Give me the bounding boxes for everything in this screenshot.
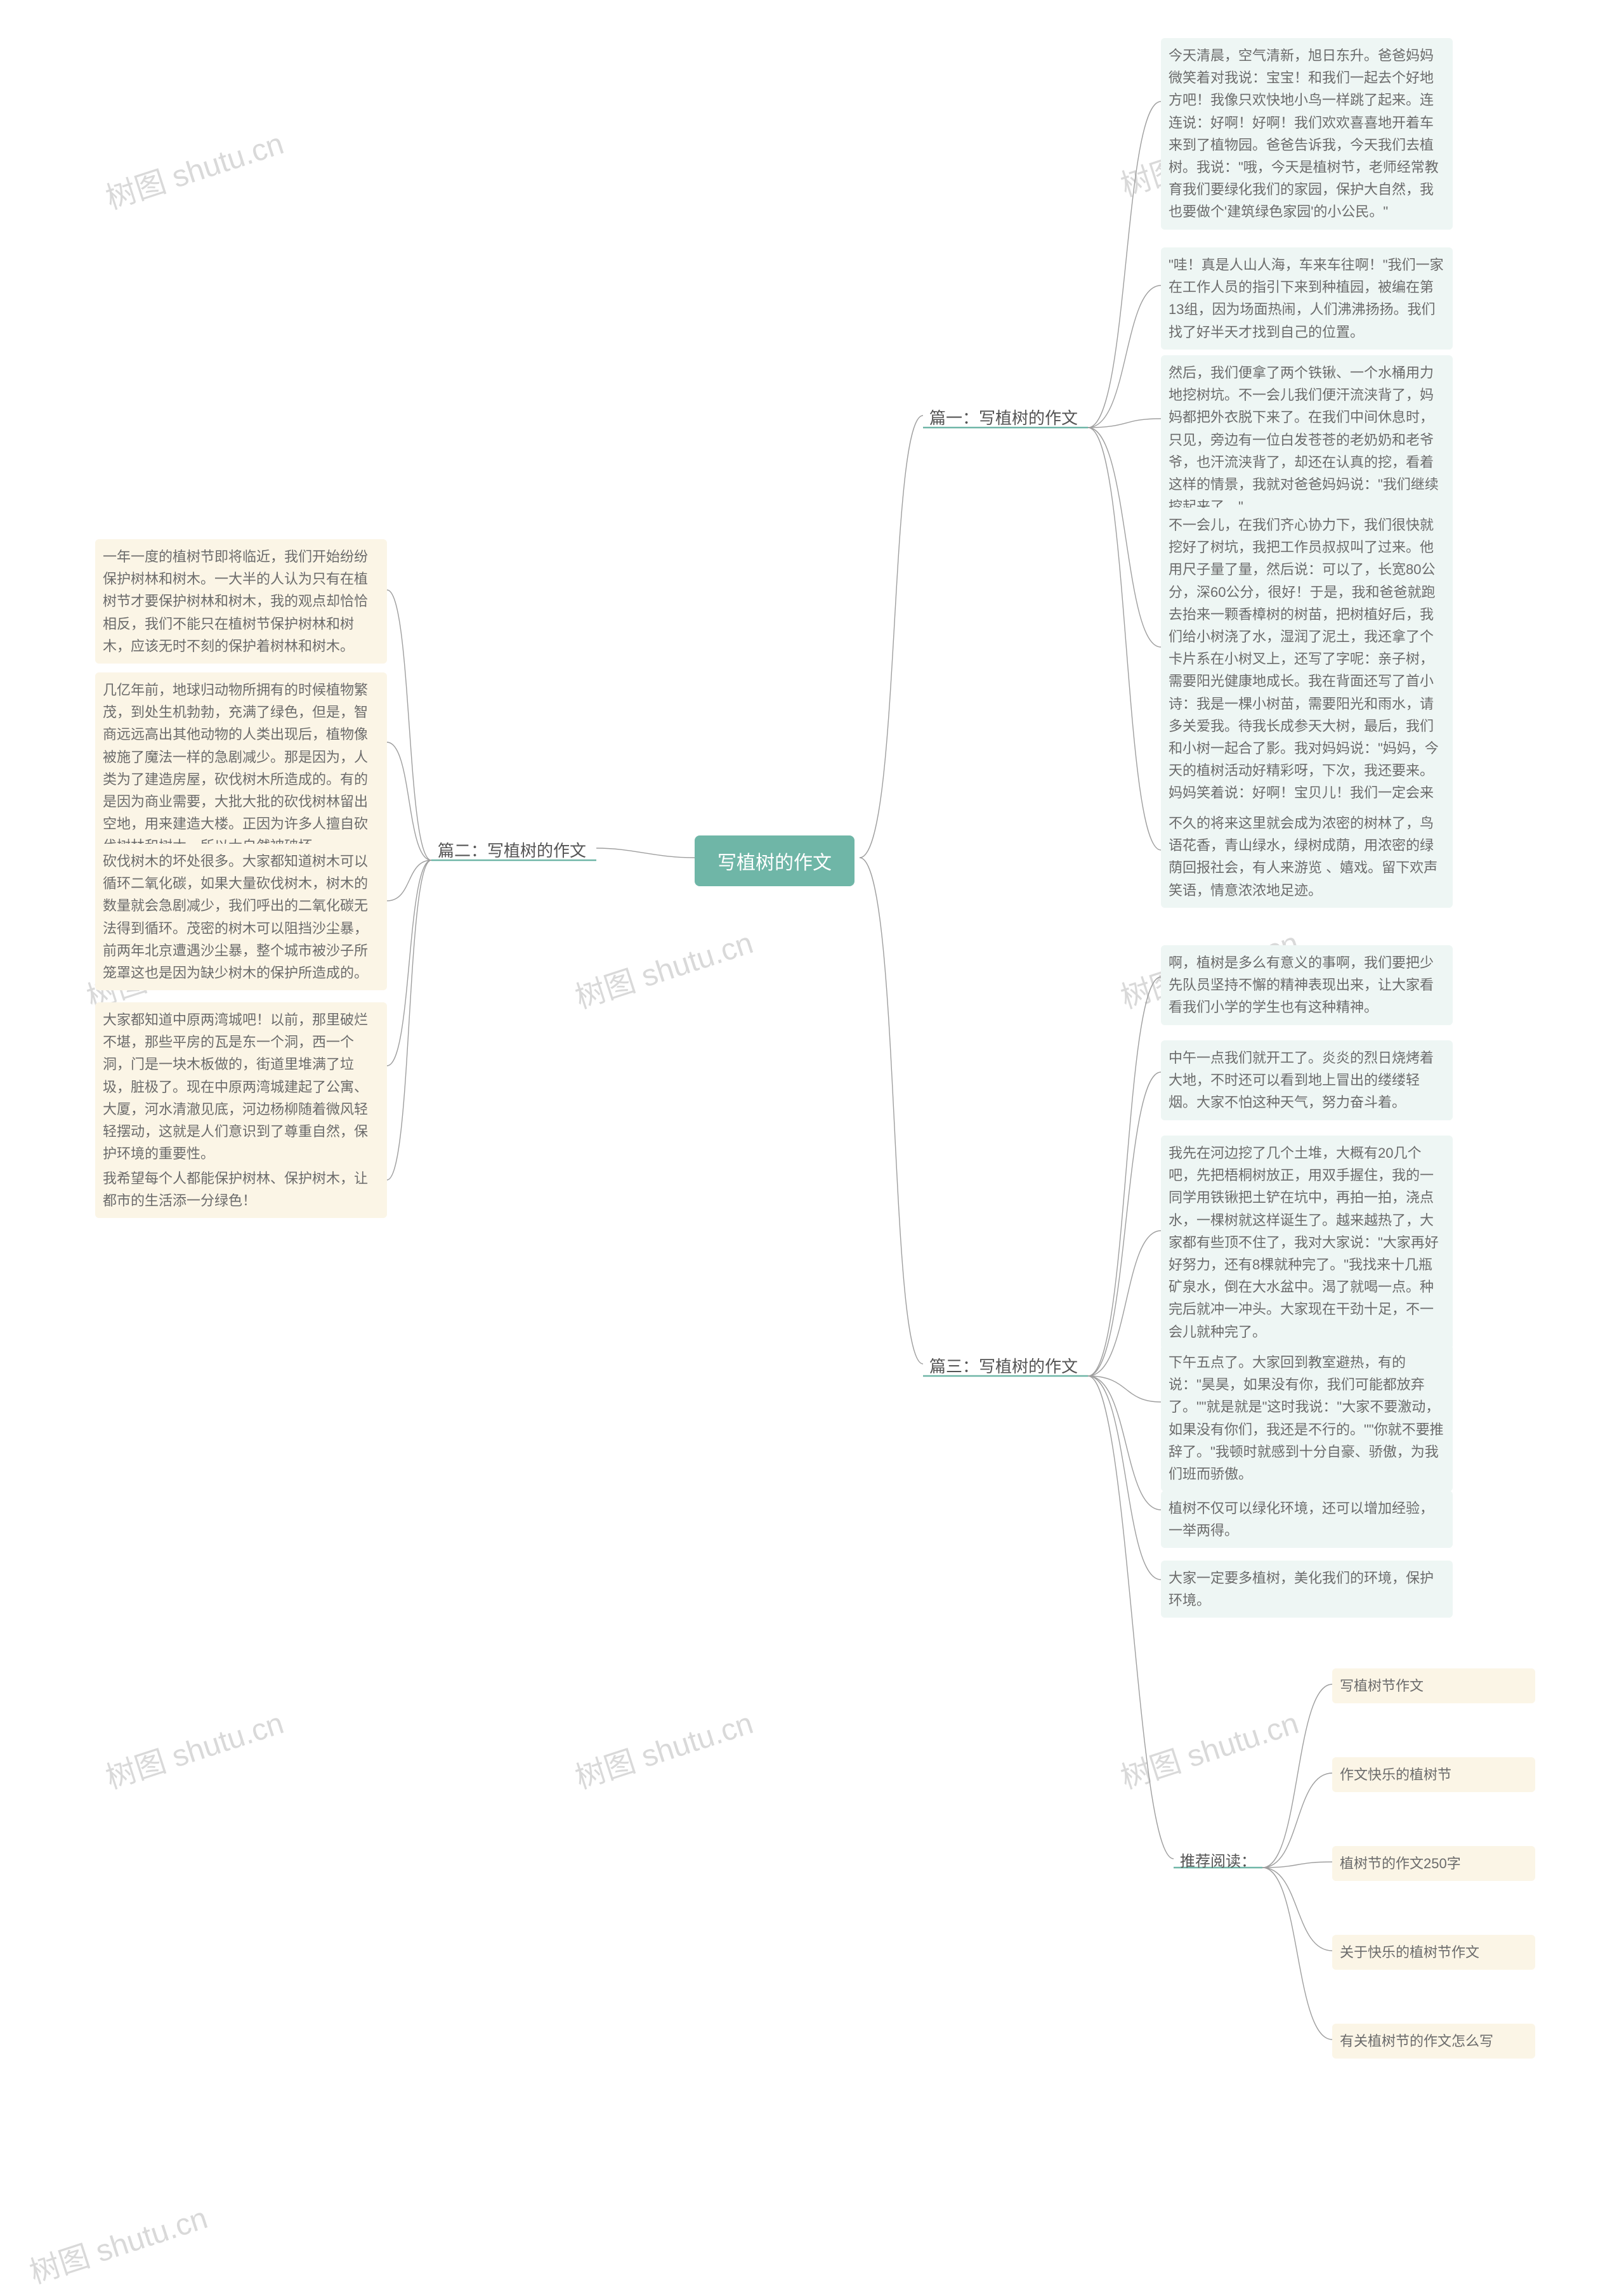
watermark: 树图 shutu.cn	[568, 918, 757, 1017]
branch-1-leaf[interactable]: 不久的将来这里就会成为浓密的树林了，鸟语花香，青山绿水，绿树成荫，用浓密的绿荫回…	[1161, 806, 1453, 908]
leaf-text: 几亿年前，地球归动物所拥有的时候植物繁茂，到处生机勃勃，充满了绿色，但是，智商远…	[103, 679, 379, 858]
branch-3-leaf[interactable]: 我先在河边挖了几个土堆，大概有20几个吧，先把梧桐树放正，用双手握住，我的一同学…	[1161, 1136, 1453, 1349]
leaf-text: 今天清晨，空气清新，旭日东升。爸爸妈妈微笑着对我说：宝宝！和我们一起去个好地方吧…	[1169, 44, 1445, 223]
branch-1[interactable]: 篇一：写植树的作文	[923, 403, 1084, 431]
leaf-text: 我希望每个人都能保护树林、保护树木，让都市的生活添一分绿色！	[103, 1167, 379, 1212]
branch-1-leaf[interactable]: 不一会儿，在我们齐心协力下，我们很快就挖好了树坑，我把工作员叔叔叫了过来。他用尺…	[1161, 508, 1453, 833]
branch-1-leaf[interactable]: "哇！真是人山人海，车来车往啊！"我们一家在工作人员的指引下来到种植园，被编在第…	[1161, 247, 1453, 350]
leaf-text: 然后，我们便拿了两个铁锹、一个水桶用力地挖树坑。不一会儿我们便汗流浃背了，妈妈都…	[1169, 362, 1445, 518]
leaf-text: 植树不仅可以绿化环境，还可以增加经验，一举两得。	[1169, 1497, 1445, 1542]
leaf-text: 中午一点我们就开工了。炎炎的烈日烧烤着大地，不时还可以看到地上冒出的缕缕轻烟。大…	[1169, 1047, 1445, 1114]
leaf-text: 大家都知道中原两湾城吧！以前，那里破烂不堪，那些平房的瓦是东一个洞，西一个洞，门…	[103, 1009, 379, 1165]
leaf-text: 大家一定要多植树，美化我们的环境，保护环境。	[1169, 1567, 1445, 1611]
branch-2[interactable]: 篇二：写植树的作文	[431, 835, 593, 864]
branch-2-leaf[interactable]: 大家都知道中原两湾城吧！以前，那里破烂不堪，那些平房的瓦是东一个洞，西一个洞，门…	[95, 1002, 387, 1171]
watermark: 树图 shutu.cn	[568, 1698, 757, 1797]
branch-3-sub[interactable]: 推荐阅读：	[1174, 1846, 1262, 1873]
leaf-text: 啊，植树是多么有意义的事啊，我们要把少先队员坚持不懈的精神表现出来，让大家看看我…	[1169, 952, 1445, 1019]
branch-2-leaf[interactable]: 一年一度的植树节即将临近，我们开始纷纷保护树林和树木。一大半的人认为只有在植树节…	[95, 539, 387, 664]
branch-2-leaf[interactable]: 几亿年前，地球归动物所拥有的时候植物繁茂，到处生机勃勃，充满了绿色，但是，智商远…	[95, 672, 387, 864]
leaf-text: 不久的将来这里就会成为浓密的树林了，鸟语花香，青山绿水，绿树成荫，用浓密的绿荫回…	[1169, 812, 1445, 901]
leaf-text: 写植树节作文	[1340, 1675, 1528, 1697]
branch-1-leaf[interactable]: 然后，我们便拿了两个铁锹、一个水桶用力地挖树坑。不一会儿我们便汗流浃背了，妈妈都…	[1161, 355, 1453, 524]
watermark: 树图 shutu.cn	[1114, 1698, 1303, 1797]
leaf-text: 作文快乐的植树节	[1340, 1764, 1528, 1786]
branch-1-leaf[interactable]: 今天清晨，空气清新，旭日东升。爸爸妈妈微笑着对我说：宝宝！和我们一起去个好地方吧…	[1161, 38, 1453, 230]
recommended-item[interactable]: 作文快乐的植树节	[1332, 1757, 1535, 1792]
leaf-text: 我先在河边挖了几个土堆，大概有20几个吧，先把梧桐树放正，用双手握住，我的一同学…	[1169, 1142, 1445, 1343]
recommended-item[interactable]: 关于快乐的植树节作文	[1332, 1935, 1535, 1970]
watermark: 树图 shutu.cn	[99, 119, 288, 218]
leaf-text: "哇！真是人山人海，车来车往啊！"我们一家在工作人员的指引下来到种植园，被编在第…	[1169, 254, 1445, 343]
watermark: 树图 shutu.cn	[99, 1698, 288, 1797]
branch-3-leaf[interactable]: 大家一定要多植树，美化我们的环境，保护环境。	[1161, 1561, 1453, 1618]
watermark: 树图 shutu.cn	[23, 2193, 212, 2292]
branch-2-leaf[interactable]: 砍伐树木的坏处很多。大家都知道树木可以循环二氧化碳，如果大量砍伐树木，树木的数量…	[95, 844, 387, 990]
branch-3[interactable]: 篇三：写植树的作文	[923, 1351, 1084, 1380]
recommended-item[interactable]: 植树节的作文250字	[1332, 1846, 1535, 1881]
branch-3-leaf[interactable]: 植树不仅可以绿化环境，还可以增加经验，一举两得。	[1161, 1491, 1453, 1548]
leaf-text: 植树节的作文250字	[1340, 1852, 1528, 1875]
branch-2-leaf[interactable]: 我希望每个人都能保护树林、保护树木，让都市的生活添一分绿色！	[95, 1161, 387, 1218]
branch-3-leaf[interactable]: 中午一点我们就开工了。炎炎的烈日烧烤着大地，不时还可以看到地上冒出的缕缕轻烟。大…	[1161, 1040, 1453, 1120]
leaf-text: 砍伐树木的坏处很多。大家都知道树木可以循环二氧化碳，如果大量砍伐树木，树木的数量…	[103, 850, 379, 984]
leaf-text: 不一会儿，在我们齐心协力下，我们很快就挖好了树坑，我把工作员叔叔叫了过来。他用尺…	[1169, 514, 1445, 827]
leaf-text: 关于快乐的植树节作文	[1340, 1941, 1528, 1963]
leaf-text: 下午五点了。大家回到教室避热，有的说："昊昊，如果没有你，我们可能都放弃了。""…	[1169, 1351, 1445, 1485]
branch-3-leaf[interactable]: 下午五点了。大家回到教室避热，有的说："昊昊，如果没有你，我们可能都放弃了。""…	[1161, 1345, 1453, 1491]
branch-3-leaf[interactable]: 啊，植树是多么有意义的事啊，我们要把少先队员坚持不懈的精神表现出来，让大家看看我…	[1161, 945, 1453, 1025]
recommended-item[interactable]: 写植树节作文	[1332, 1668, 1535, 1703]
leaf-text: 有关植树节的作文怎么写	[1340, 2030, 1528, 2052]
root-node[interactable]: 写植树的作文	[695, 835, 855, 886]
leaf-text: 一年一度的植树节即将临近，我们开始纷纷保护树林和树木。一大半的人认为只有在植树节…	[103, 546, 379, 657]
recommended-item[interactable]: 有关植树节的作文怎么写	[1332, 2024, 1535, 2059]
